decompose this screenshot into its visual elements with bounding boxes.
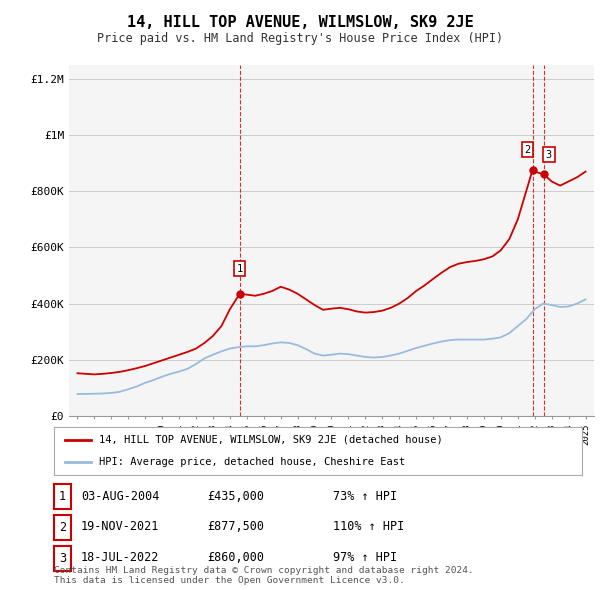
Text: Price paid vs. HM Land Registry's House Price Index (HPI): Price paid vs. HM Land Registry's House … [97, 32, 503, 45]
Text: £435,000: £435,000 [207, 490, 264, 503]
Text: 14, HILL TOP AVENUE, WILMSLOW, SK9 2JE (detached house): 14, HILL TOP AVENUE, WILMSLOW, SK9 2JE (… [99, 435, 443, 445]
Text: £877,500: £877,500 [207, 520, 264, 533]
Text: 1: 1 [236, 264, 243, 274]
Text: 03-AUG-2004: 03-AUG-2004 [81, 490, 160, 503]
Text: Contains HM Land Registry data © Crown copyright and database right 2024.
This d: Contains HM Land Registry data © Crown c… [54, 566, 474, 585]
Text: £860,000: £860,000 [207, 551, 264, 564]
Text: 14, HILL TOP AVENUE, WILMSLOW, SK9 2JE: 14, HILL TOP AVENUE, WILMSLOW, SK9 2JE [127, 15, 473, 30]
Text: 19-NOV-2021: 19-NOV-2021 [81, 520, 160, 533]
Text: HPI: Average price, detached house, Cheshire East: HPI: Average price, detached house, Ches… [99, 457, 405, 467]
Text: 110% ↑ HPI: 110% ↑ HPI [333, 520, 404, 533]
Text: 3: 3 [59, 552, 66, 565]
Text: 2: 2 [59, 521, 66, 534]
Text: 1: 1 [59, 490, 66, 503]
Text: 97% ↑ HPI: 97% ↑ HPI [333, 551, 397, 564]
Text: 73% ↑ HPI: 73% ↑ HPI [333, 490, 397, 503]
Text: 2: 2 [524, 145, 531, 155]
Text: 18-JUL-2022: 18-JUL-2022 [81, 551, 160, 564]
Text: 3: 3 [546, 150, 552, 160]
